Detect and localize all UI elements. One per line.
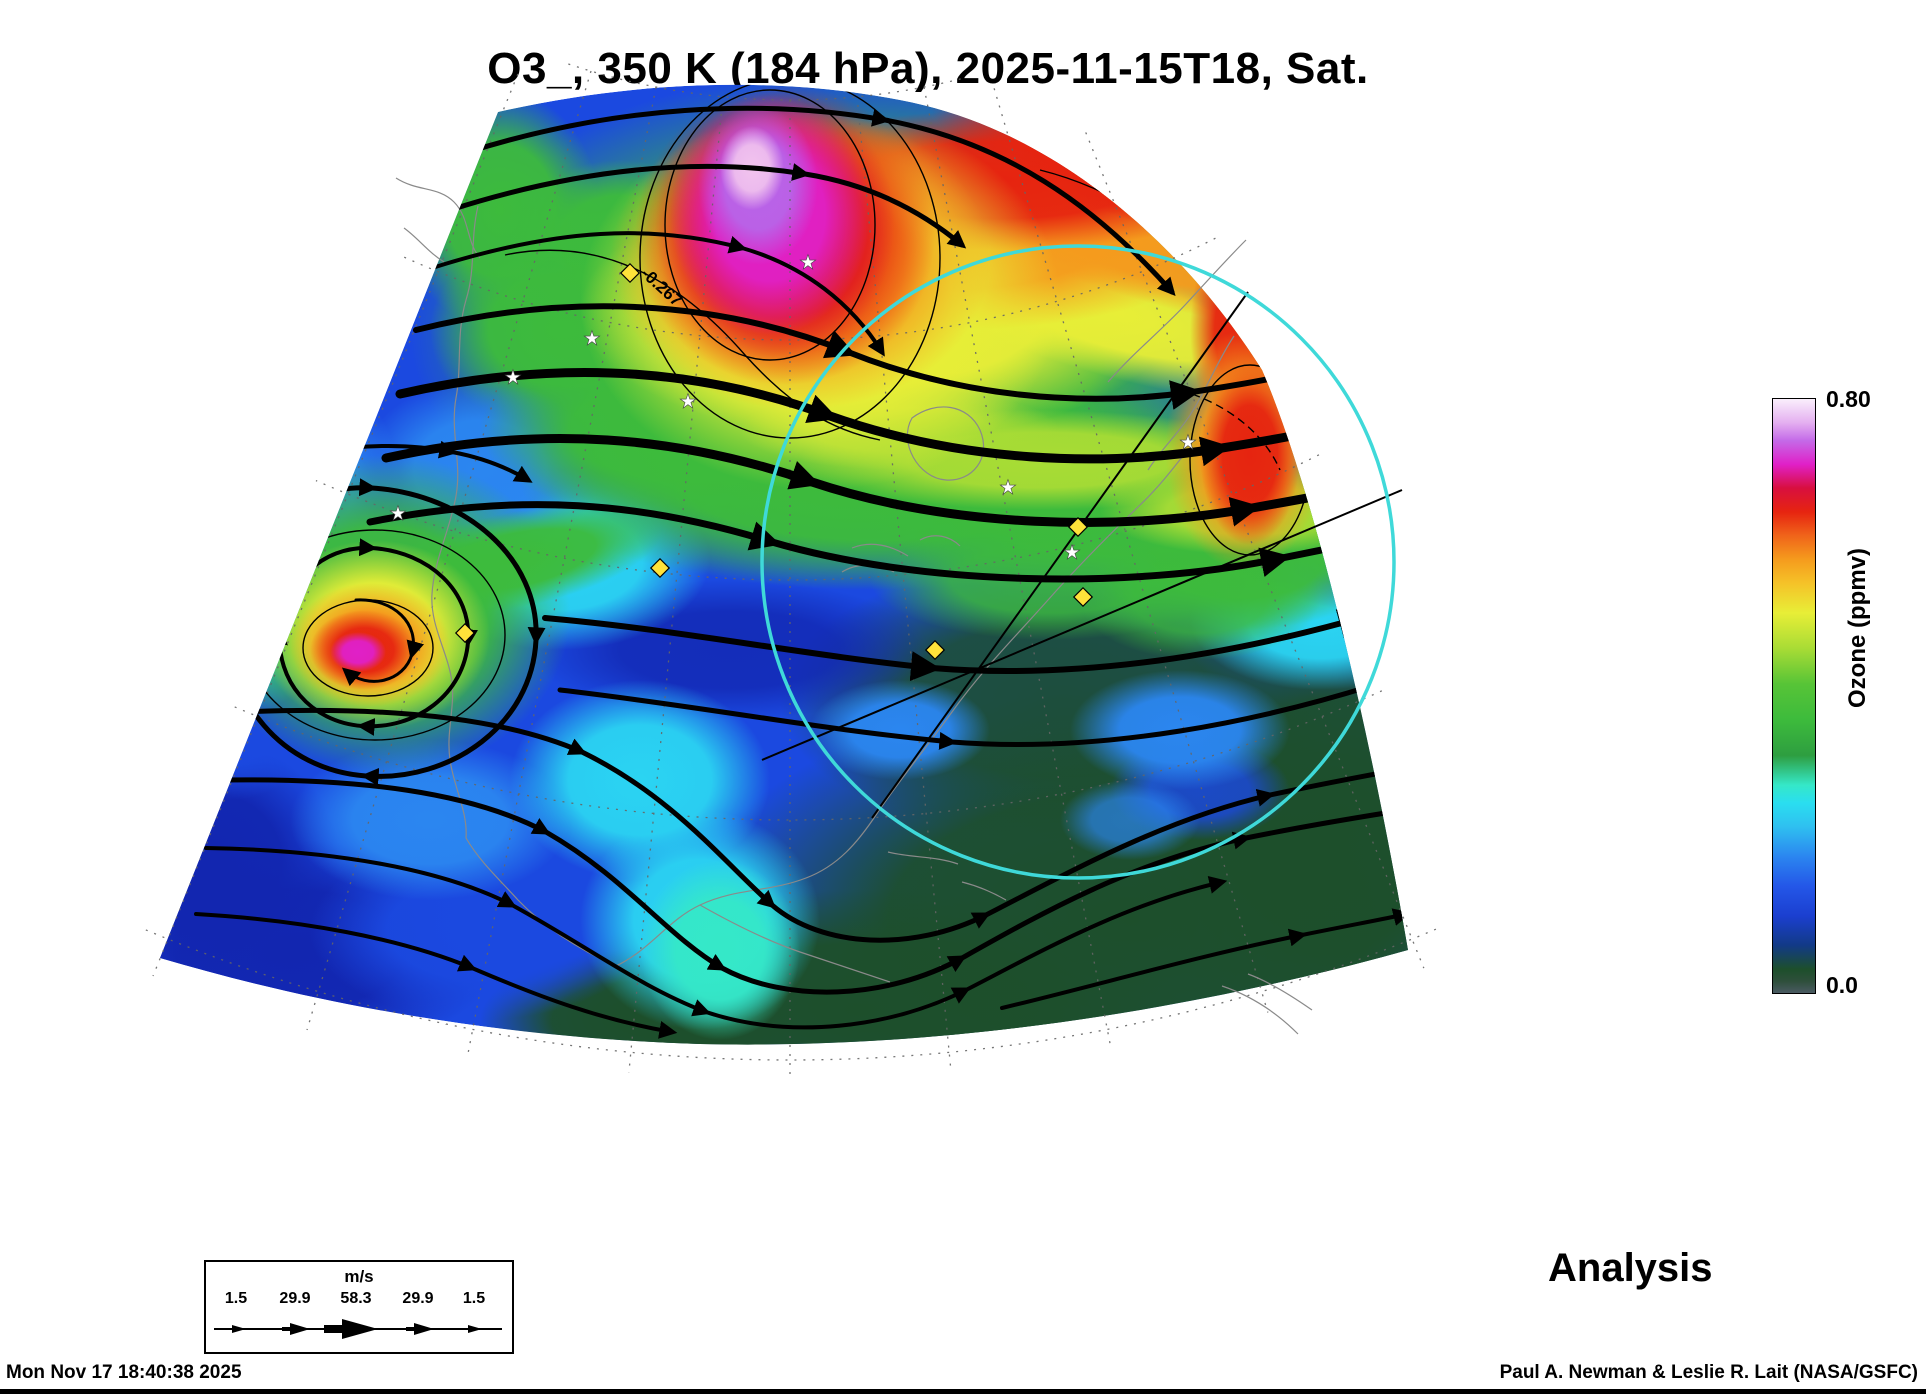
analysis-label: Analysis bbox=[1548, 1246, 1713, 1290]
wind-speed-value: 1.5 bbox=[224, 1290, 248, 1307]
city-star-markers: ★ ★ ★ ★ ★ ★ ★ ★ bbox=[389, 252, 1198, 565]
svg-text:★: ★ bbox=[1063, 542, 1081, 564]
wind-speed-legend: m/s 1.5 29.9 58.3 29.9 1.5 bbox=[204, 1260, 514, 1354]
wind-speed-value: 58.3 bbox=[340, 1290, 372, 1307]
svg-text:★: ★ bbox=[389, 503, 407, 525]
colorbar-max-label: 0.80 bbox=[1826, 386, 1871, 412]
svg-text:★: ★ bbox=[799, 252, 817, 274]
credit-line: Paul A. Newman & Leslie R. Lait (NASA/GS… bbox=[1499, 1362, 1918, 1383]
wind-unit-label: m/s bbox=[344, 1267, 374, 1286]
wind-speed-value: 29.9 bbox=[402, 1290, 434, 1307]
svg-text:★: ★ bbox=[504, 367, 522, 389]
svg-text:★: ★ bbox=[999, 477, 1017, 499]
colorbar-gradient bbox=[1772, 398, 1816, 994]
ozone-field bbox=[160, 84, 1408, 1045]
bottom-border-strip bbox=[0, 1389, 1926, 1394]
wind-arrow-scale-icon bbox=[214, 1319, 502, 1339]
range-circle-marker bbox=[760, 244, 1396, 880]
wind-streamlines bbox=[194, 105, 1408, 1039]
generation-timestamp: Mon Nov 17 18:40:38 2025 bbox=[6, 1362, 242, 1383]
wind-speed-value: 29.9 bbox=[279, 1290, 311, 1307]
svg-text:★: ★ bbox=[583, 328, 601, 350]
station-diamond-markers bbox=[454, 262, 1094, 661]
wind-speed-value: 1.5 bbox=[462, 1290, 486, 1307]
svg-text:★: ★ bbox=[679, 391, 697, 413]
cross-section-lines bbox=[761, 291, 1403, 819]
svg-text:★: ★ bbox=[1179, 432, 1197, 454]
page-title: O3_, 350 K (184 hPa), 2025-11-15T18, Sat… bbox=[487, 44, 1369, 93]
colorbar-axis-label: Ozone (ppmv) bbox=[1844, 548, 1871, 708]
colorbar-min-label: 0.0 bbox=[1826, 972, 1858, 998]
